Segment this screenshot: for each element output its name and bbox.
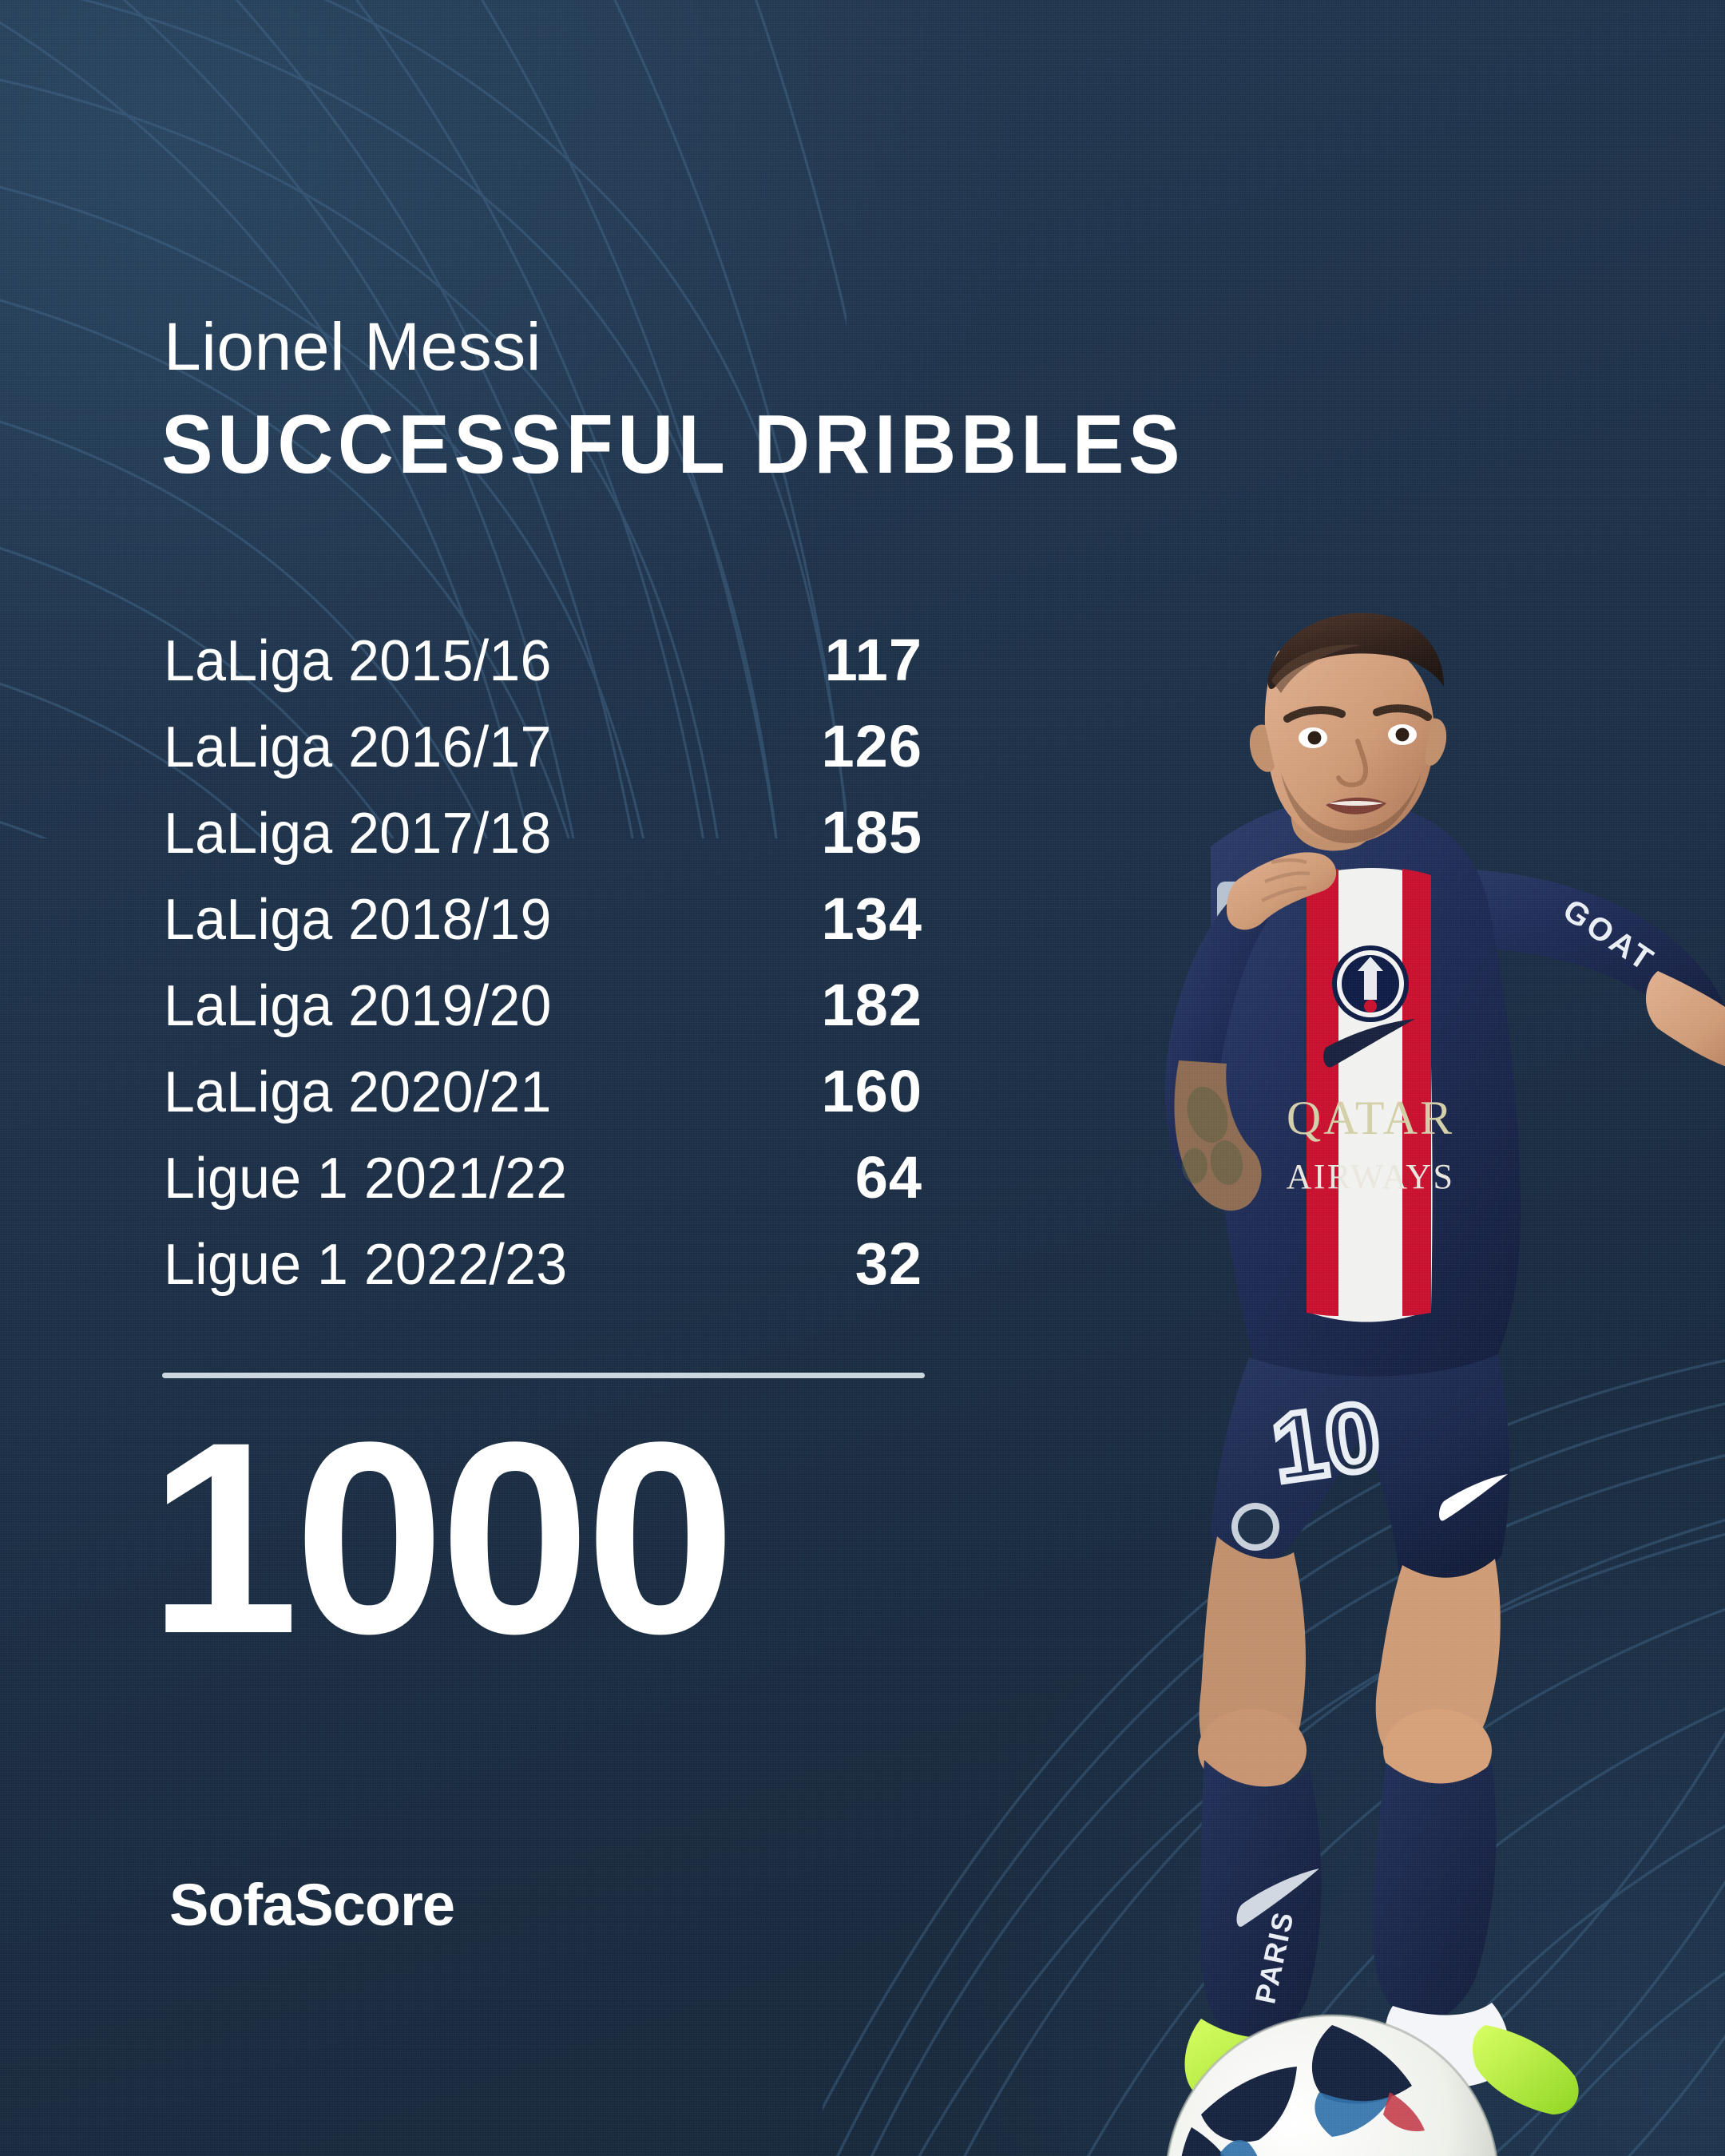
season-value: 126 (821, 713, 922, 779)
page-title: SUCCESSFUL DRIBBLES (161, 398, 1185, 491)
total-divider (162, 1373, 925, 1378)
list-item: LaLiga 2018/19 134 (164, 890, 922, 976)
list-item: LaLiga 2015/16 117 (164, 631, 922, 717)
season-label: Ligue 1 2022/23 (164, 1233, 568, 1297)
season-value: 117 (824, 627, 922, 693)
list-item: Ligue 1 2022/23 32 (164, 1235, 922, 1321)
total-value: 1000 (149, 1385, 736, 1690)
svg-text:AIRWAYS: AIRWAYS (1287, 1157, 1455, 1196)
stats-list: LaLiga 2015/16 117 LaLiga 2016/17 126 La… (164, 631, 922, 1321)
list-item: LaLiga 2016/17 126 (164, 717, 922, 803)
season-label: LaLiga 2018/19 (164, 888, 552, 952)
season-label: LaLiga 2017/18 (164, 802, 552, 866)
season-label: LaLiga 2020/21 (164, 1060, 552, 1124)
season-value: 185 (821, 799, 922, 866)
season-label: LaLiga 2015/16 (164, 629, 552, 693)
list-item: LaLiga 2019/20 182 (164, 976, 922, 1062)
list-item: Ligue 1 2021/22 64 (164, 1148, 922, 1235)
player-photo: QATAR AIRWAYS G GOAT (799, 607, 1725, 2156)
svg-text:10: 10 (1266, 1381, 1386, 1502)
season-label: LaLiga 2019/20 (164, 974, 552, 1038)
list-item: LaLiga 2017/18 185 (164, 803, 922, 890)
svg-text:QATAR: QATAR (1287, 1092, 1454, 1144)
season-value: 182 (821, 972, 922, 1038)
list-item: LaLiga 2020/21 160 (164, 1062, 922, 1148)
player-name: Lionel Messi (164, 309, 541, 384)
season-value: 160 (821, 1058, 922, 1124)
season-value: 32 (855, 1231, 922, 1297)
season-label: LaLiga 2016/17 (164, 715, 552, 779)
season-value: 64 (855, 1144, 922, 1211)
season-value: 134 (821, 886, 922, 952)
sofascore-logo: SofaScore (169, 1872, 455, 1938)
season-label: Ligue 1 2021/22 (164, 1147, 568, 1211)
